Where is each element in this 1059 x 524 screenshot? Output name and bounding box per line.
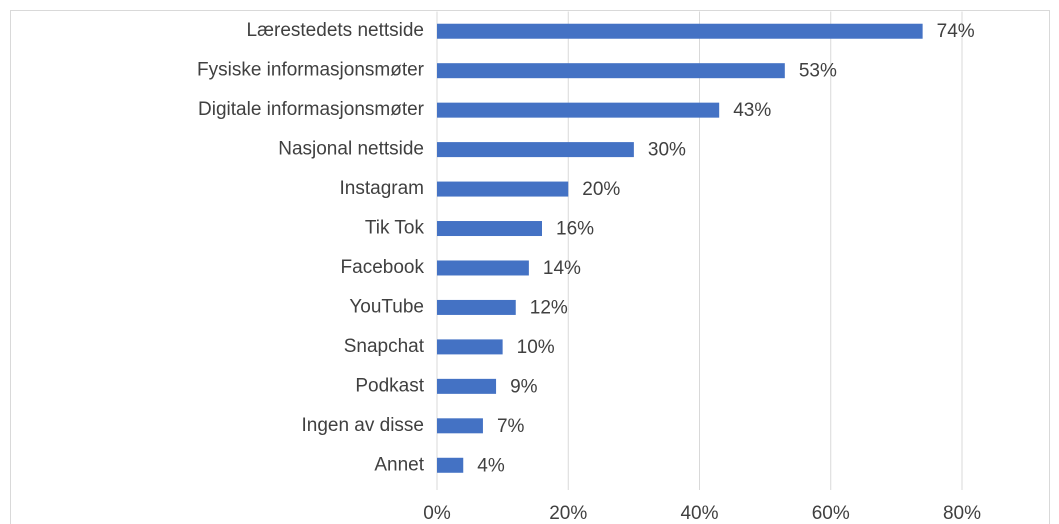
bar <box>437 260 529 276</box>
data-label: 9% <box>510 376 538 397</box>
data-label: 30% <box>648 140 686 161</box>
bar <box>437 63 785 79</box>
data-label: 43% <box>733 100 771 121</box>
x-tick-label: 40% <box>680 503 718 524</box>
data-label: 12% <box>530 297 568 318</box>
x-tick-label: 60% <box>812 503 850 524</box>
data-label: 7% <box>497 416 525 437</box>
y-tick-label: Facebook <box>341 257 425 278</box>
bar <box>437 23 923 39</box>
data-label: 10% <box>517 337 555 358</box>
y-tick-label: Instagram <box>340 178 424 199</box>
data-label: 16% <box>556 219 594 240</box>
y-tick-label: Fysiske informasjonsmøter <box>197 60 425 81</box>
data-label: 14% <box>543 258 581 279</box>
y-tick-label: Nasjonal nettside <box>278 139 424 160</box>
bar <box>437 339 503 355</box>
y-tick-label: Annet <box>374 454 424 475</box>
y-tick-label: Ingen av disse <box>301 415 424 436</box>
bar <box>437 418 483 434</box>
bar <box>437 457 464 473</box>
y-tick-label: Lærestedets nettside <box>247 20 424 41</box>
bar <box>437 142 634 158</box>
y-tick-label: Tik Tok <box>365 218 425 239</box>
y-tick-label: Podkast <box>355 375 424 396</box>
y-tick-label: Snapchat <box>344 336 425 357</box>
data-label: 20% <box>582 179 620 200</box>
bar <box>437 102 720 118</box>
y-tick-label: Digitale informasjonsmøter <box>198 99 425 120</box>
bar <box>437 378 497 394</box>
y-tick-label: YouTube <box>349 296 424 317</box>
x-tick-label: 0% <box>423 503 451 524</box>
x-tick-label: 80% <box>943 503 981 524</box>
bar <box>437 221 542 237</box>
x-tick-label: 20% <box>549 503 587 524</box>
bar <box>437 299 516 315</box>
data-label: 74% <box>937 21 975 42</box>
data-label: 53% <box>799 61 837 82</box>
bar <box>437 181 569 197</box>
chart-border <box>10 10 1050 524</box>
data-label: 4% <box>477 455 505 476</box>
